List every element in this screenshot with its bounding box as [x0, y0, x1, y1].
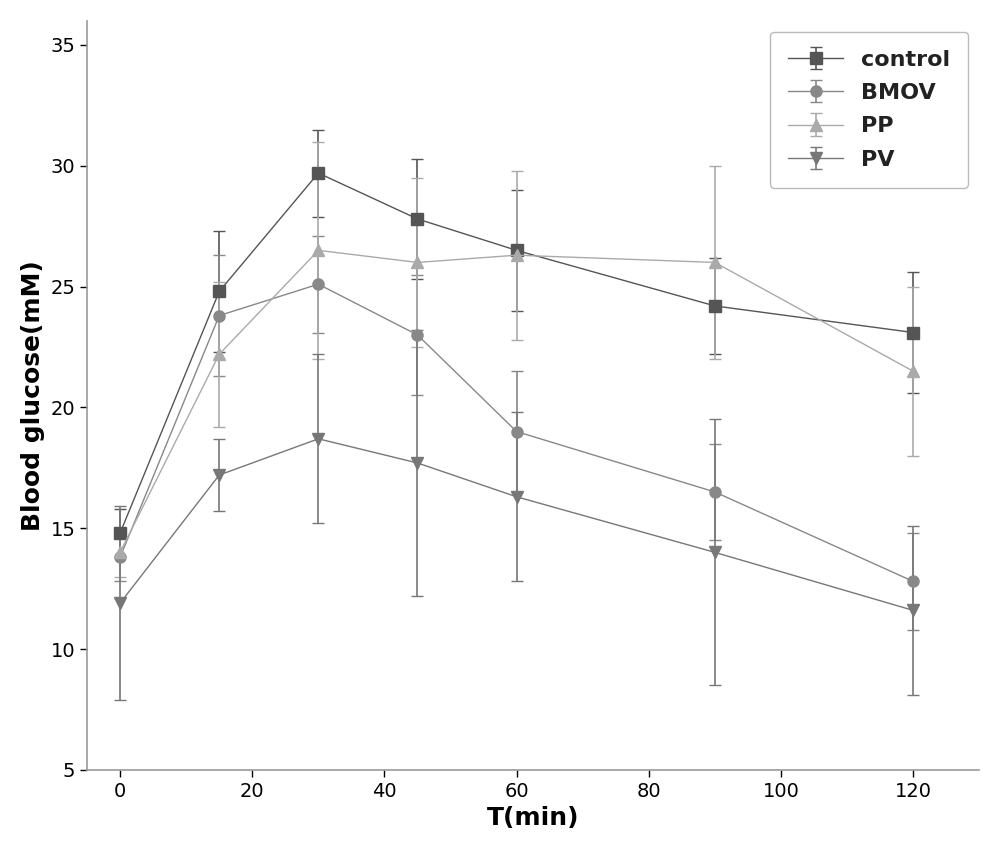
Y-axis label: Blood glucose(mM): Blood glucose(mM) — [21, 260, 45, 531]
Legend: control, BMOV, PP, PV: control, BMOV, PP, PV — [770, 32, 968, 187]
X-axis label: T(min): T(min) — [487, 806, 579, 831]
